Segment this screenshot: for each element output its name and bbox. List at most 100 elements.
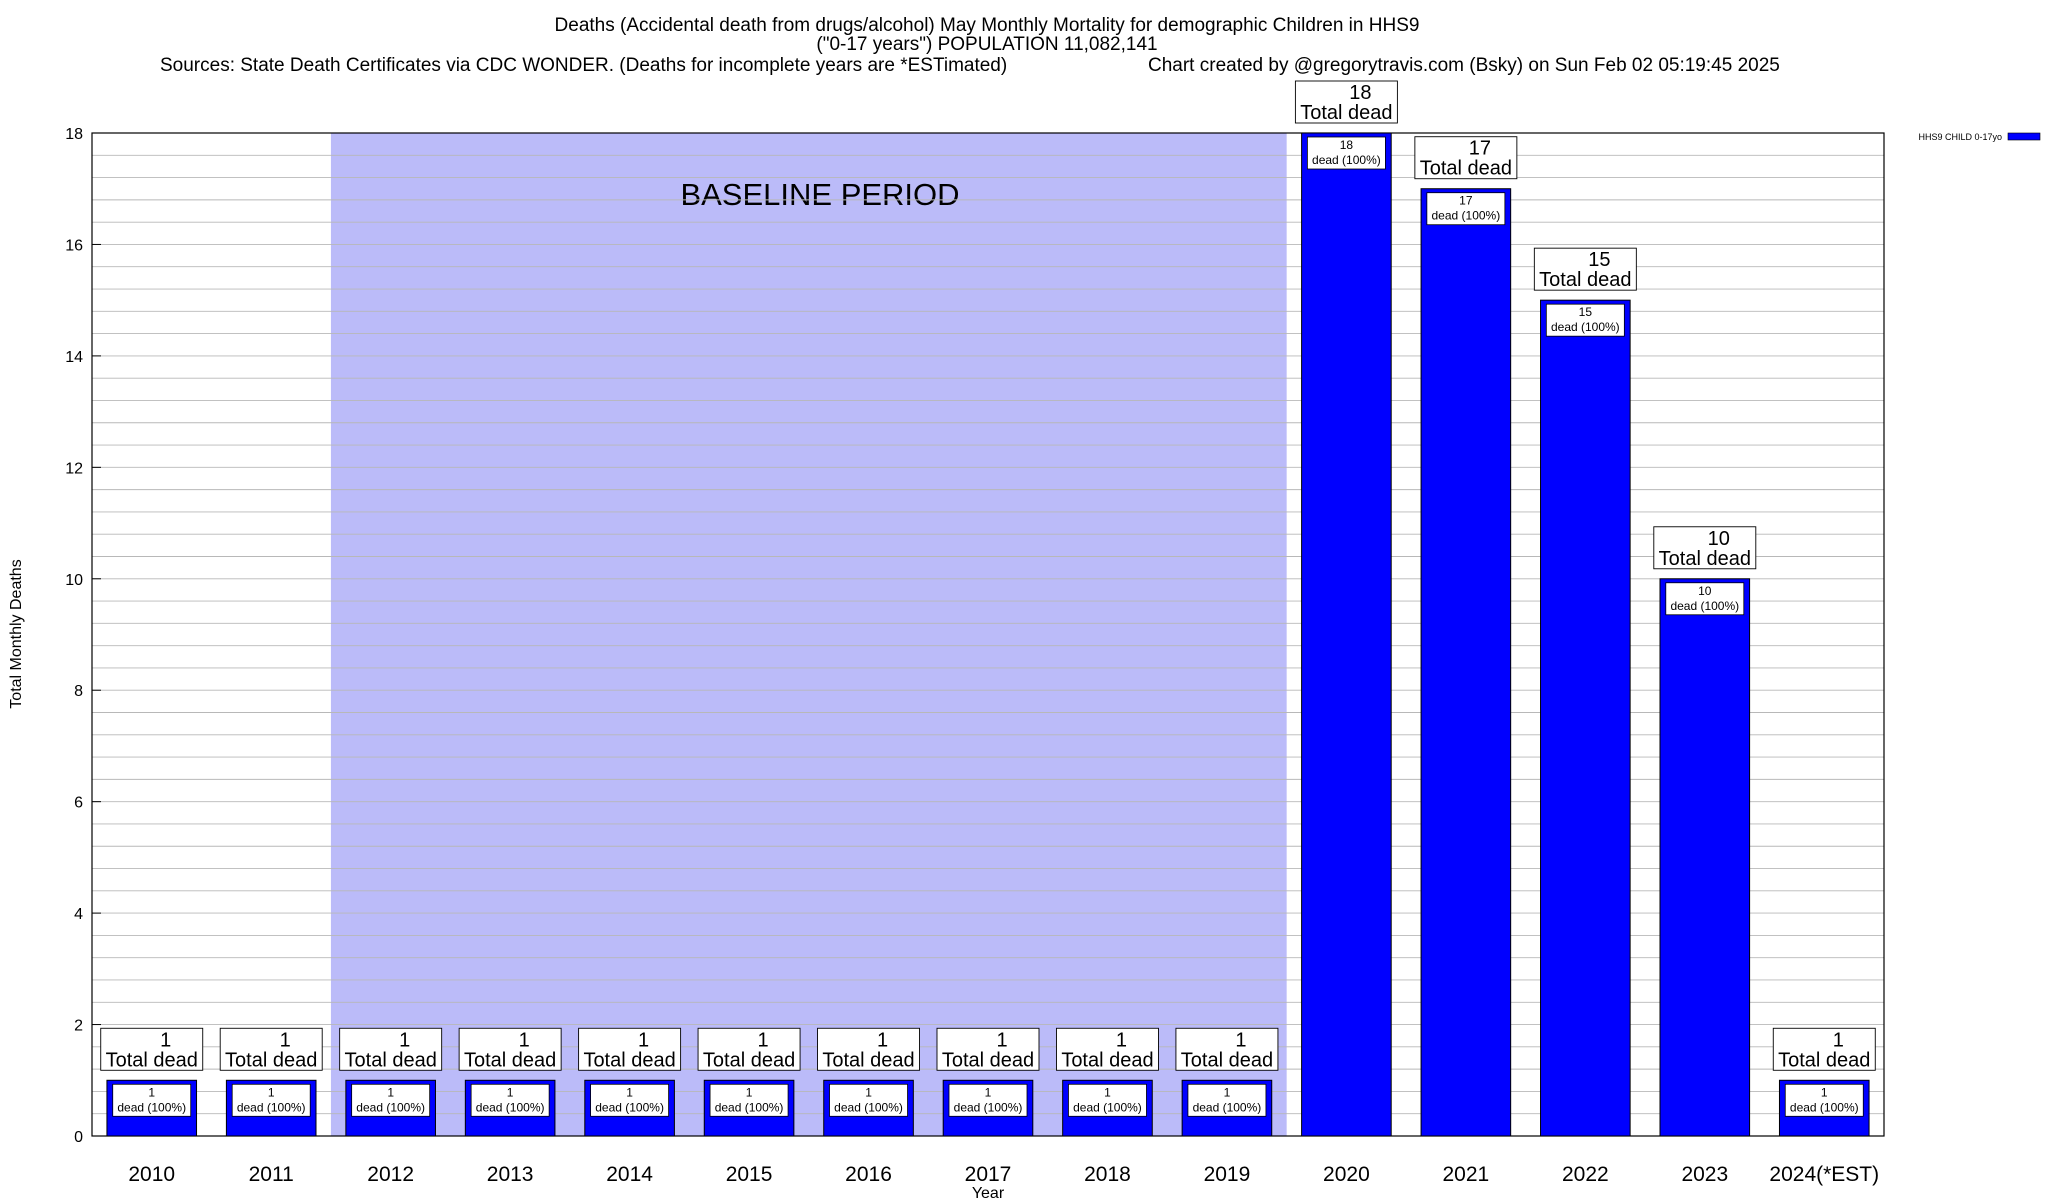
legend-entry-label: HHS9 CHILD 0-17yo bbox=[1918, 132, 2002, 142]
y-tick-label: 16 bbox=[65, 237, 83, 254]
legend: HHS9 CHILD 0-17yo bbox=[1918, 132, 2041, 142]
segment-label-text: dead (100%) bbox=[834, 1100, 903, 1114]
segment-label-text: dead (100%) bbox=[1073, 1100, 1142, 1114]
total-label-text: Total dead bbox=[225, 1049, 317, 1071]
segment-label-number: 10 bbox=[1698, 584, 1712, 598]
y-tick-label: 18 bbox=[65, 126, 83, 143]
total-label-number: 1 bbox=[519, 1029, 530, 1051]
total-label-box bbox=[1414, 136, 1518, 180]
y-axis-ticks: 0 2 4 6 8 10 12 14 16 18 bbox=[65, 126, 101, 1146]
total-label-number: 1 bbox=[160, 1029, 171, 1051]
total-label-box bbox=[936, 1027, 1040, 1071]
chart-title-line-1: Deaths (Accidental death from drugs/alco… bbox=[555, 15, 1420, 36]
x-category-label: 2022 bbox=[1562, 1163, 1609, 1186]
x-category-label: 2021 bbox=[1443, 1163, 1490, 1186]
x-category-label: 2013 bbox=[487, 1163, 534, 1186]
segment-label-number: 1 bbox=[1104, 1085, 1111, 1099]
total-label-number: 1 bbox=[638, 1029, 649, 1051]
segment-label-box bbox=[1307, 136, 1386, 170]
total-label-number: 1 bbox=[280, 1029, 291, 1051]
segment-label-box bbox=[112, 1083, 192, 1117]
total-label-number: 1 bbox=[996, 1029, 1007, 1051]
segment-label-box bbox=[351, 1083, 431, 1117]
total-label-text: Total dead bbox=[464, 1049, 556, 1071]
bar bbox=[1420, 188, 1512, 1137]
y-tick-label: 2 bbox=[74, 1018, 83, 1035]
segment-label-text: dead (100%) bbox=[117, 1100, 186, 1114]
total-label-text: Total dead bbox=[1420, 158, 1512, 180]
segment-label-number: 15 bbox=[1579, 305, 1593, 319]
x-category-label: 2018 bbox=[1084, 1163, 1131, 1186]
x-category-label: 2016 bbox=[845, 1163, 892, 1186]
total-label-box bbox=[339, 1027, 443, 1071]
segment-label-box bbox=[231, 1083, 311, 1117]
segment-label-box bbox=[1426, 192, 1506, 226]
x-category-label: 2011 bbox=[249, 1163, 294, 1186]
segment-label-number: 1 bbox=[626, 1085, 633, 1099]
segment-label-text: dead (100%) bbox=[476, 1100, 545, 1114]
total-label-number: 17 bbox=[1469, 138, 1491, 160]
segment-label-number: 1 bbox=[148, 1085, 155, 1099]
total-label-text: Total dead bbox=[1061, 1049, 1153, 1071]
total-label-box bbox=[817, 1027, 920, 1071]
segment-label-text: dead (100%) bbox=[1790, 1100, 1859, 1114]
segment-label-box bbox=[1665, 582, 1745, 616]
segment-label-text: dead (100%) bbox=[595, 1100, 664, 1114]
segment-label-number: 17 bbox=[1459, 194, 1473, 208]
total-label-number: 1 bbox=[1235, 1029, 1246, 1051]
total-label-box bbox=[1653, 526, 1757, 570]
total-label-number: 1 bbox=[1833, 1029, 1844, 1051]
segment-label-text: dead (100%) bbox=[1432, 209, 1501, 223]
x-category-label: 2019 bbox=[1204, 1163, 1251, 1186]
segment-label-number: 1 bbox=[746, 1085, 753, 1099]
total-label-number: 10 bbox=[1708, 528, 1730, 550]
segment-label-box bbox=[829, 1083, 908, 1117]
x-category-label: 2023 bbox=[1681, 1163, 1728, 1186]
total-label-box bbox=[578, 1027, 682, 1071]
total-label-text: Total dead bbox=[583, 1049, 675, 1071]
chart-title-line-2: ("0-17 years") POPULATION 11,082,141 bbox=[816, 34, 1157, 55]
x-category-label: 2012 bbox=[367, 1163, 414, 1186]
x-category-label: 2014 bbox=[606, 1163, 653, 1186]
y-tick-label: 14 bbox=[65, 349, 83, 366]
total-label-box bbox=[1772, 1027, 1876, 1071]
segment-label-number: 18 bbox=[1340, 138, 1354, 152]
total-label-text: Total dead bbox=[703, 1049, 795, 1071]
x-category-label: 2020 bbox=[1323, 1163, 1370, 1186]
y-tick-label: 12 bbox=[65, 460, 83, 477]
x-category-label: 2010 bbox=[128, 1163, 175, 1186]
total-label-box bbox=[697, 1027, 801, 1071]
segment-label-box bbox=[1545, 303, 1625, 337]
total-label-number: 1 bbox=[399, 1029, 410, 1051]
y-tick-label: 8 bbox=[74, 683, 83, 700]
total-label-number: 1 bbox=[1116, 1029, 1127, 1051]
segment-label-number: 1 bbox=[268, 1085, 275, 1099]
segment-label-number: 1 bbox=[507, 1085, 514, 1099]
bar bbox=[1540, 299, 1631, 1137]
total-label-number: 15 bbox=[1588, 249, 1610, 271]
segment-label-number: 1 bbox=[1224, 1085, 1231, 1099]
total-label-text: Total dead bbox=[106, 1049, 198, 1071]
segment-label-text: dead (100%) bbox=[1551, 320, 1620, 334]
y-tick-label: 4 bbox=[74, 906, 83, 923]
total-label-text: Total dead bbox=[345, 1049, 437, 1071]
segment-label-text: dead (100%) bbox=[1312, 153, 1381, 167]
total-label-box bbox=[458, 1027, 562, 1071]
x-category-label: 2024(*EST) bbox=[1769, 1163, 1879, 1186]
total-label-box bbox=[1175, 1027, 1279, 1071]
baseline-period-region bbox=[330, 133, 1287, 1136]
segment-label-number: 1 bbox=[985, 1085, 992, 1099]
total-label-text: Total dead bbox=[1300, 102, 1392, 124]
x-axis-title: Year bbox=[972, 1185, 1005, 1200]
total-label-box bbox=[1294, 80, 1398, 124]
segment-label-box bbox=[1784, 1083, 1864, 1117]
segment-label-text: dead (100%) bbox=[1670, 599, 1739, 613]
segment-label-text: dead (100%) bbox=[237, 1100, 306, 1114]
segment-label-text: dead (100%) bbox=[954, 1100, 1023, 1114]
bar bbox=[1659, 578, 1751, 1137]
total-label-box bbox=[1056, 1027, 1159, 1071]
x-category-label: 2017 bbox=[965, 1163, 1012, 1186]
bar bbox=[1301, 132, 1392, 1137]
total-label-text: Total dead bbox=[1778, 1049, 1870, 1071]
